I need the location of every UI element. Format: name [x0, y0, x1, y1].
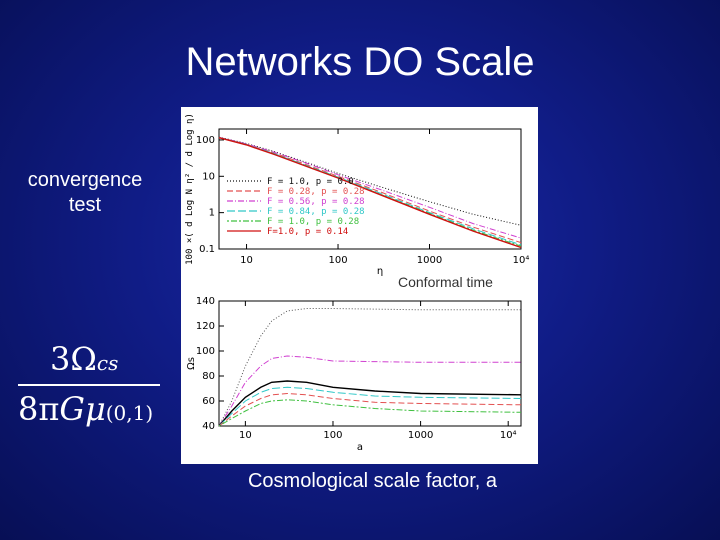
top-series-line-5 — [218, 137, 522, 249]
top-x-tick-label: 10⁴ — [513, 255, 530, 266]
bottom-series-line-5 — [218, 399, 522, 427]
top-x-tick-label: 1000 — [417, 255, 442, 266]
formula-numerator-sub: cs — [96, 351, 119, 375]
bottom-plot-frame — [218, 300, 522, 427]
top-legend-label: F = 1.0, p = 0.0 — [267, 177, 354, 187]
bottom-y-tick-label: 140 — [196, 296, 215, 307]
top-y-axis-label: 100 ×( d Log N η² / d Log η) — [185, 113, 195, 265]
formula-numerator-main: 3Ω — [50, 340, 97, 378]
top-legend-label: F=1.0, p = 0.14 — [267, 227, 348, 237]
top-y-tick-label: 100 — [196, 135, 215, 146]
bottom-series-line-1 — [218, 355, 521, 427]
top-legend-label: F = 0.28, p = 0.28 — [267, 187, 365, 197]
bottom-x-tick-label: 10⁴ — [500, 430, 517, 441]
fraction-bar — [18, 384, 160, 386]
bottom-series-line-3 — [218, 386, 522, 427]
bottom-y-tick-label: 80 — [202, 371, 215, 382]
bottom-y-axis-label: Ωs — [186, 357, 197, 370]
top-x-axis-label: η — [377, 266, 383, 277]
bottom-x-tick-label: 1000 — [408, 430, 433, 441]
formula-denominator-sub: (0,1) — [105, 401, 154, 425]
top-x-tick-label: 10 — [240, 255, 253, 266]
formula-denominator-symbol: Gμ — [59, 390, 106, 428]
top-legend-label: F = 1.0, p = 0.28 — [267, 217, 359, 227]
top-y-tick-label: 0.1 — [199, 244, 215, 255]
slide-title: Networks DO Scale — [185, 40, 535, 84]
convergence-test-label: convergence test — [10, 168, 160, 218]
formula-numerator: 3Ωcs — [50, 340, 118, 378]
bottom-x-tick-label: 100 — [323, 430, 342, 441]
bottom-y-tick-label: 100 — [196, 346, 215, 357]
bottom-x-axis-label: a — [357, 442, 363, 453]
side-label-line1: convergence — [27, 169, 143, 191]
formula-denominator: 8πGμ(0,1) — [18, 390, 153, 428]
scale-factor-caption: Cosmological scale factor, a — [247, 470, 497, 492]
bottom-y-tick-label: 120 — [196, 321, 215, 332]
formula-denominator-prefix: 8π — [18, 390, 60, 428]
top-y-tick-label: 1 — [209, 208, 215, 219]
chart-svg: 10 100 1000 10⁴ 0.1 1 10 100 η 100 ×( d Log N η² … — [185, 113, 530, 453]
bottom-y-tick-label: 60 — [202, 396, 215, 407]
chart-figure: 10 100 1000 10⁴ 0.1 1 10 100 η 100 ×( d Log N η² … — [181, 107, 538, 464]
top-series-line-4 — [218, 137, 522, 247]
top-plot-frame — [218, 128, 522, 250]
top-legend-label: F = 0.56, p = 0.28 — [267, 197, 365, 207]
bottom-series-line-2 — [218, 380, 522, 427]
side-label-line2: test — [68, 194, 102, 216]
top-series-line-2 — [218, 136, 522, 239]
top-y-tick-label: 10 — [202, 171, 215, 182]
bottom-y-tick-label: 40 — [202, 421, 215, 432]
conformal-time-caption: Conformal time — [398, 274, 493, 290]
top-x-tick-label: 100 — [328, 255, 347, 266]
bottom-series-line-4 — [218, 392, 522, 427]
bottom-x-tick-label: 10 — [239, 430, 252, 441]
top-legend-label: F = 0.84, p = 0.28 — [267, 207, 365, 217]
